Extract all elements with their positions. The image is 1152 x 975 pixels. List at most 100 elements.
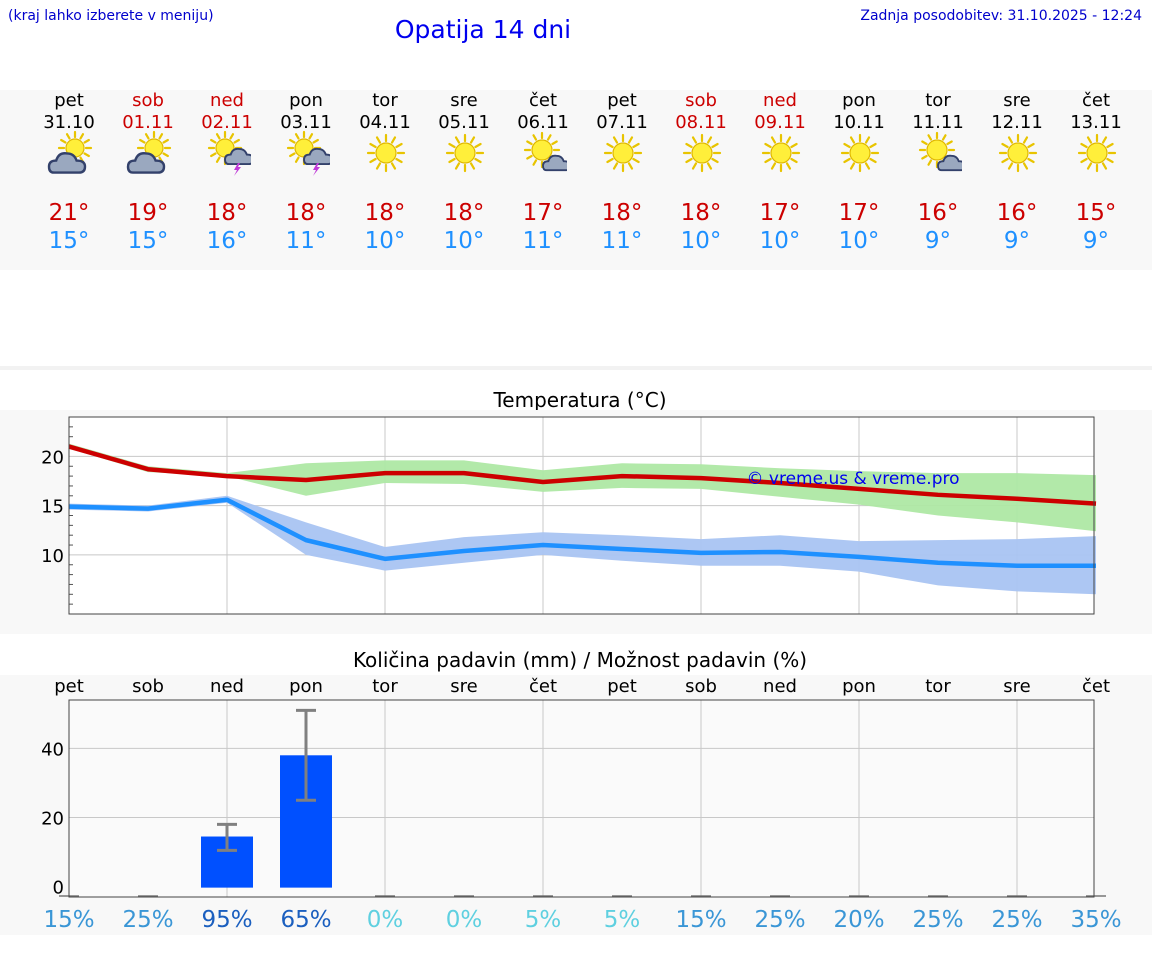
min-temp: 9° (1082, 228, 1110, 254)
min-temp: 15° (127, 228, 169, 254)
sun-icon (840, 133, 879, 173)
day-column: čet 13.11 15° 9° (1057, 90, 1136, 270)
day-column: tor 04.11 18° 10° (346, 90, 425, 270)
weather-icon (679, 130, 725, 180)
min-temp: 10° (680, 228, 722, 254)
precip-probability: 25% (122, 907, 173, 933)
day-column: pon 03.11 18° 11° (267, 90, 346, 270)
day-name: sob (132, 90, 164, 111)
weather-icon (442, 130, 488, 180)
max-temp: 17° (838, 200, 880, 226)
min-temp: 9° (1003, 228, 1031, 254)
day-date: 04.11 (359, 112, 411, 133)
precip-probability: 0% (367, 907, 404, 933)
day-date: 05.11 (438, 112, 490, 133)
day-name: čet (528, 90, 558, 111)
day-date: 01.11 (122, 112, 174, 133)
sun-icon (445, 133, 484, 173)
max-temp: 17° (522, 200, 564, 226)
weather-icon (1074, 130, 1120, 180)
temperature-chart: 10 15 20 © vreme.us & vreme.pro (41, 416, 1097, 615)
min-temp: 10° (838, 228, 880, 254)
sun-cloud-icon (47, 130, 92, 174)
x-day-label: sob (132, 676, 164, 697)
day-column: čet 06.11 17° 11° (504, 90, 583, 270)
x-day-label: pon (289, 676, 323, 697)
sun-icon (761, 133, 800, 173)
weather-icon (837, 130, 883, 180)
day-date: 10.11 (833, 112, 885, 133)
day-date: 06.11 (517, 112, 569, 133)
weather-icon (363, 130, 409, 180)
day-date: 02.11 (201, 112, 253, 133)
day-column: ned 02.11 18° 16° (188, 90, 267, 270)
day-name: ned (210, 90, 244, 111)
weather-icon (126, 130, 172, 180)
x-day-label: sre (450, 676, 477, 697)
x-day-label: pet (607, 676, 637, 697)
weather-icon (995, 130, 1041, 180)
sun-small-cloud-icon (918, 131, 966, 172)
sun-icon (366, 133, 405, 173)
day-date: 03.11 (280, 112, 332, 133)
day-column: pet 31.10 21° 15° (30, 90, 109, 270)
y-tick-label: 15 (41, 497, 64, 518)
y-tick-label: 20 (41, 809, 64, 830)
weather-icon (47, 130, 93, 180)
day-name: čet (1081, 90, 1111, 111)
sun-cloud-icon (126, 130, 171, 174)
header-hint: (kraj lahko izberete v meniju) (8, 8, 214, 24)
max-temp: 15° (1075, 200, 1117, 226)
lightning-icon (233, 163, 241, 176)
max-temp: 18° (285, 200, 327, 226)
last-update: Zadnja posodobitev: 31.10.2025 - 12:24 (860, 8, 1142, 24)
sun-icon (998, 133, 1037, 173)
day-name: pon (289, 90, 323, 111)
max-temp: 19° (127, 200, 169, 226)
weather-icon (916, 130, 966, 180)
day-column: ned 09.11 17° 10° (741, 90, 820, 270)
precip-probability: 20% (833, 907, 884, 933)
day-date: 11.11 (912, 112, 964, 133)
min-temp: 9° (924, 228, 952, 254)
temp-chart-title: Temperatura (°C) (493, 388, 667, 412)
day-column: tor 11.11 16° 9° (899, 90, 978, 270)
x-day-label: sre (1003, 676, 1030, 697)
precip-probability: 25% (991, 907, 1042, 933)
max-temp: 18° (206, 200, 248, 226)
max-temp: 16° (996, 200, 1038, 226)
temp-chart-area: 10 15 20 © vreme.us & vreme.pro (0, 410, 1152, 634)
max-temp: 21° (48, 200, 90, 226)
max-temp: 17° (759, 200, 801, 226)
day-date: 12.11 (991, 112, 1043, 133)
weather-icon (758, 130, 804, 180)
sun-thunder-icon (207, 130, 254, 176)
precip-probability: 5% (604, 907, 641, 933)
day-name: pet (54, 90, 84, 111)
precip-chart-area: pet sob ned pon tor sre čet pet sob ned pon tor sre č… (0, 675, 1152, 935)
day-date: 13.11 (1070, 112, 1122, 133)
day-name: sre (1003, 90, 1031, 111)
precip-probability: 5% (525, 907, 562, 933)
x-day-label: čet (1082, 676, 1110, 697)
precip-probability: 15% (43, 907, 94, 933)
sun-icon (682, 133, 721, 173)
min-temp: 15° (48, 228, 90, 254)
min-temp: 11° (522, 228, 564, 254)
min-temp: 10° (443, 228, 485, 254)
x-day-label: čet (529, 676, 557, 697)
min-temp: 11° (285, 228, 327, 254)
precip-probability: 95% (201, 907, 252, 933)
sun-icon (603, 133, 642, 173)
day-column: sob 01.11 19° 15° (109, 90, 188, 270)
divider (0, 366, 1152, 370)
x-day-label: sob (685, 676, 717, 697)
day-date: 08.11 (675, 112, 727, 133)
sun-thunder-icon (286, 130, 333, 176)
precip-probability: 0% (446, 907, 483, 933)
y-tick-label: 40 (41, 739, 64, 760)
x-day-label: ned (210, 676, 244, 697)
min-temp: 16° (206, 228, 248, 254)
max-temp: 18° (364, 200, 406, 226)
weather-icon (600, 130, 646, 180)
